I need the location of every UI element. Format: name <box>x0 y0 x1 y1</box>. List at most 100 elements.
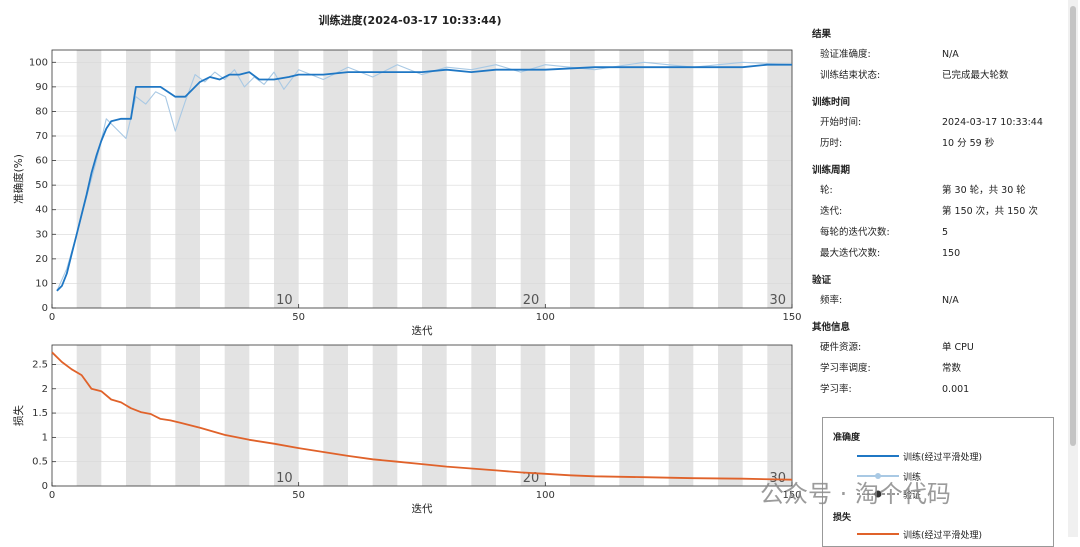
accuracy-series-line-train <box>56 61 793 292</box>
loss-xtick-label: 100 <box>536 490 555 501</box>
info-row: 频率: N/A <box>812 290 1062 311</box>
accuracy-epoch-label: 30 <box>769 293 786 308</box>
loss-epoch-label: 30 <box>769 471 786 486</box>
info-value: 150 <box>942 248 961 259</box>
accuracy-ytick-label: 20 <box>35 254 48 265</box>
accuracy-ytick-label: 60 <box>35 156 48 167</box>
info-row: 开始时间: 2024-03-17 10:33:44 <box>812 112 1062 133</box>
loss-epoch-band <box>570 345 595 486</box>
accuracy-xtick-label: 150 <box>782 312 801 323</box>
accuracy-epoch-band <box>520 50 546 308</box>
legend-loss-smoothed-label: 训练(经过平滑处理) <box>903 531 983 541</box>
info-key: 频率: <box>820 295 843 306</box>
info-key: 学习率调度: <box>820 363 871 374</box>
info-section-title: 训练时间 <box>812 97 851 108</box>
loss-epoch-label: 10 <box>276 471 293 486</box>
page-title: 训练进度(2024-03-17 10:33:44) <box>318 14 502 27</box>
info-key: 每轮的迭代次数: <box>820 227 890 238</box>
info-row: 历时: 10 分 59 秒 <box>812 133 1062 154</box>
accuracy-ytick-label: 80 <box>35 106 48 117</box>
loss-ytick-label: 0 <box>42 481 48 492</box>
loss-epoch-band <box>274 345 299 486</box>
info-value: 第 150 次，共 150 次 <box>942 206 1038 217</box>
info-key: 轮: <box>820 185 833 196</box>
loss-epoch-band <box>175 345 200 486</box>
legend-panel: 准确度 训练(经过平滑处理) 训练 验证 损失 训练(经过平滑处理) <box>822 417 1054 547</box>
accuracy-ytick-label: 40 <box>35 205 48 216</box>
legend-accuracy-title: 准确度 <box>833 433 861 443</box>
accuracy-ytick-label: 90 <box>35 82 48 93</box>
accuracy-epoch-band <box>126 50 151 308</box>
loss-epoch-band <box>471 345 496 486</box>
loss-epoch-band <box>126 345 151 486</box>
accuracy-epoch-band <box>668 50 694 308</box>
legend-train-label: 训练 <box>903 473 922 483</box>
accuracy-ytick-label: 50 <box>35 180 48 191</box>
info-value: 常数 <box>942 363 962 374</box>
info-key: 开始时间: <box>820 117 862 128</box>
info-row: 验证准确度: N/A <box>812 44 1062 65</box>
accuracy-epoch-band <box>767 50 792 308</box>
info-value: 第 30 轮，共 30 轮 <box>942 185 1026 196</box>
accuracy-series-line-smoothed <box>56 63 792 292</box>
accuracy-xtick-label: 50 <box>292 312 305 323</box>
loss-epoch-band <box>422 345 447 486</box>
accuracy-xtick-label: 0 <box>49 312 55 323</box>
info-value: N/A <box>942 49 959 60</box>
loss-epoch-band <box>372 345 398 486</box>
legend-train-marker-icon <box>875 473 881 479</box>
info-section-title: 其他信息 <box>812 322 851 333</box>
accuracy-epoch-band <box>718 50 743 308</box>
accuracy-epoch-band <box>372 50 398 308</box>
info-panel: 结果验证准确度: N/A 训练结束状态: 已完成最大轮数训练时间开始时间: 2024-0… <box>812 18 1062 400</box>
loss-epoch-label: 20 <box>523 471 540 486</box>
accuracy-epoch-band <box>570 50 595 308</box>
accuracy-epoch-band <box>224 50 250 308</box>
loss-ytick-label: 1.5 <box>32 408 48 419</box>
accuracy-xtick-label: 100 <box>536 312 555 323</box>
loss-ylabel: 损失 <box>12 405 25 426</box>
info-section-title: 训练周期 <box>812 165 851 176</box>
accuracy-ytick-label: 30 <box>35 229 48 240</box>
accuracy-ylabel: 准确度(%) <box>12 154 25 204</box>
accuracy-epoch-band <box>76 50 102 308</box>
loss-ytick-label: 1 <box>42 432 48 443</box>
scrollbar-thumb[interactable] <box>1070 6 1076 446</box>
info-row: 每轮的迭代次数: 5 <box>812 222 1062 243</box>
loss-epoch-band <box>619 345 644 486</box>
info-key: 硬件资源: <box>820 342 862 353</box>
info-value: 5 <box>942 227 949 238</box>
loss-series-line-smoothed <box>51 351 793 481</box>
info-value: 2024-03-17 10:33:44 <box>942 117 1043 128</box>
loss-ytick-label: 0.5 <box>32 457 48 468</box>
loss-ytick-label: 2.5 <box>32 359 48 370</box>
accuracy-ytick-label: 0 <box>42 303 48 314</box>
legend-smoothed-label: 训练(经过平滑处理) <box>903 453 983 463</box>
info-row: 轮: 第 30 轮，共 30 轮 <box>812 180 1062 201</box>
accuracy-epoch-label: 20 <box>523 293 540 308</box>
loss-epoch-band <box>718 345 743 486</box>
accuracy-ytick-label: 100 <box>29 57 48 68</box>
info-key: 最大迭代次数: <box>820 248 881 259</box>
legend-loss-title: 损失 <box>833 513 852 523</box>
info-section-title: 结果 <box>812 29 832 40</box>
info-row: 学习率调度: 常数 <box>812 358 1062 379</box>
legend-validation-marker-icon <box>874 490 882 498</box>
legend-validation-label: 验证 <box>903 491 922 501</box>
info-row: 迭代: 第 150 次，共 150 次 <box>812 201 1062 222</box>
info-key: 历时: <box>820 138 843 149</box>
info-row: 训练结束状态: 已完成最大轮数 <box>812 65 1062 86</box>
info-value: 已完成最大轮数 <box>942 70 1009 81</box>
accuracy-epoch-band <box>323 50 348 308</box>
loss-epoch-band <box>767 345 792 486</box>
loss-ytick-label: 2 <box>42 384 48 395</box>
loss-epoch-band <box>520 345 546 486</box>
accuracy-ytick-label: 10 <box>35 278 48 289</box>
loss-xtick-label: 0 <box>49 490 55 501</box>
loss-epoch-band <box>323 345 348 486</box>
watermark: 公众号 · 淘个代码 <box>760 480 951 508</box>
loss-xlabel: 迭代 <box>412 503 433 515</box>
info-row: 硬件资源: 单 CPU <box>812 337 1062 358</box>
loss-epoch-band <box>76 345 102 486</box>
info-key: 验证准确度: <box>820 49 871 60</box>
